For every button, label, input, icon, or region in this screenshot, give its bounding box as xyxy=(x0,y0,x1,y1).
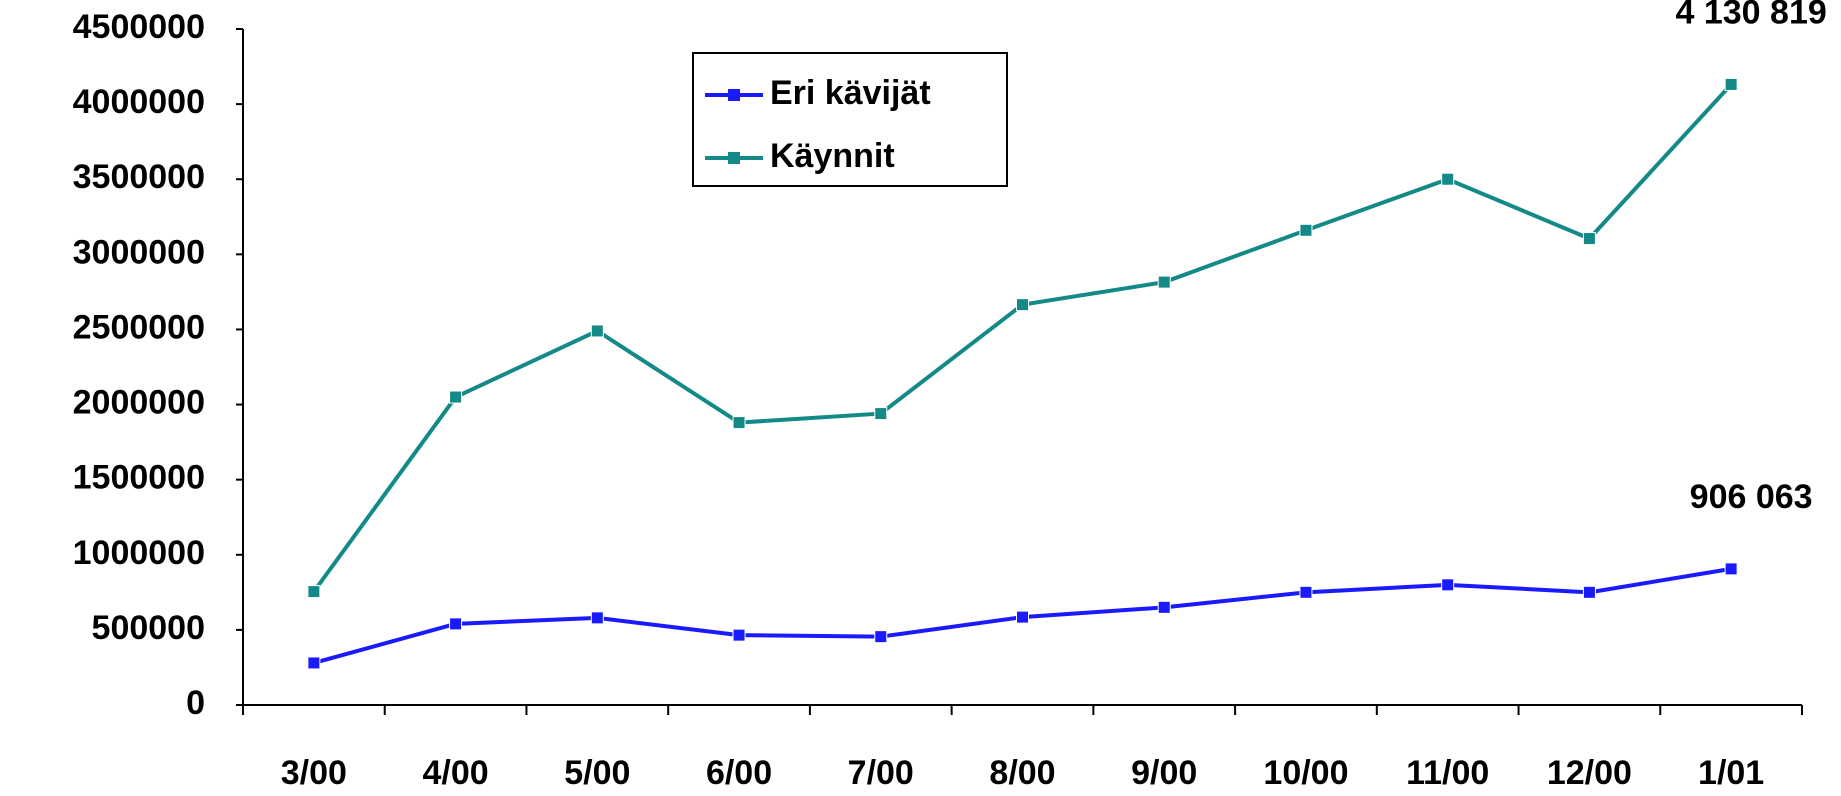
x-tick-label: 10/00 xyxy=(1263,754,1348,792)
y-tick-label: 3000000 xyxy=(73,233,205,271)
point-marker xyxy=(1157,600,1171,614)
y-tick-label: 4000000 xyxy=(73,83,205,121)
legend-label: Eri kävijät xyxy=(770,74,931,112)
legend-marker xyxy=(728,89,740,101)
legend-label: Käynnit xyxy=(770,137,895,175)
point-marker xyxy=(874,407,888,421)
x-tick-label: 5/00 xyxy=(564,754,630,792)
y-tick-label: 3500000 xyxy=(73,158,205,196)
point-marker xyxy=(449,617,463,631)
point-marker xyxy=(1441,578,1455,592)
point-marker xyxy=(307,656,321,670)
y-tick-label: 1500000 xyxy=(73,459,205,497)
y-tick-label: 500000 xyxy=(92,609,205,647)
point-marker xyxy=(874,630,888,644)
x-tick-label: 1/01 xyxy=(1698,754,1764,792)
point-marker xyxy=(1299,585,1313,599)
y-tick-label: 4500000 xyxy=(73,8,205,46)
x-tick-label: 6/00 xyxy=(706,754,772,792)
x-tick-label: 12/00 xyxy=(1547,754,1632,792)
point-marker xyxy=(307,585,321,599)
legend-box xyxy=(692,52,1008,187)
point-marker xyxy=(449,390,463,404)
point-marker xyxy=(1724,77,1738,91)
x-tick-label: 3/00 xyxy=(281,754,347,792)
y-tick-label: 2000000 xyxy=(73,384,205,422)
point-marker xyxy=(590,611,604,625)
y-tick-label: 2500000 xyxy=(73,308,205,346)
point-marker xyxy=(1441,172,1455,186)
x-tick-label: 4/00 xyxy=(422,754,488,792)
point-marker xyxy=(590,324,604,338)
point-marker xyxy=(1724,562,1738,576)
point-marker xyxy=(732,628,746,642)
y-tick-label: 0 xyxy=(186,684,205,722)
value-label: 906 063 xyxy=(1690,478,1813,516)
legend-marker xyxy=(728,152,740,164)
point-marker xyxy=(1582,585,1596,599)
x-tick-label: 7/00 xyxy=(848,754,914,792)
legend: Eri kävijät Käynnit xyxy=(692,52,1008,187)
point-marker xyxy=(732,416,746,430)
point-marker xyxy=(1582,232,1596,246)
value-label: 4 130 819 xyxy=(1676,0,1827,31)
point-marker xyxy=(1016,298,1029,312)
point-marker xyxy=(1157,275,1171,289)
point-marker xyxy=(1299,223,1313,237)
x-tick-label: 9/00 xyxy=(1131,754,1197,792)
y-tick-label: 1000000 xyxy=(73,534,205,572)
series-line xyxy=(312,83,1733,593)
x-tick-label: 8/00 xyxy=(989,754,1055,792)
x-tick-label: 11/00 xyxy=(1406,754,1489,792)
point-marker xyxy=(1016,610,1029,624)
